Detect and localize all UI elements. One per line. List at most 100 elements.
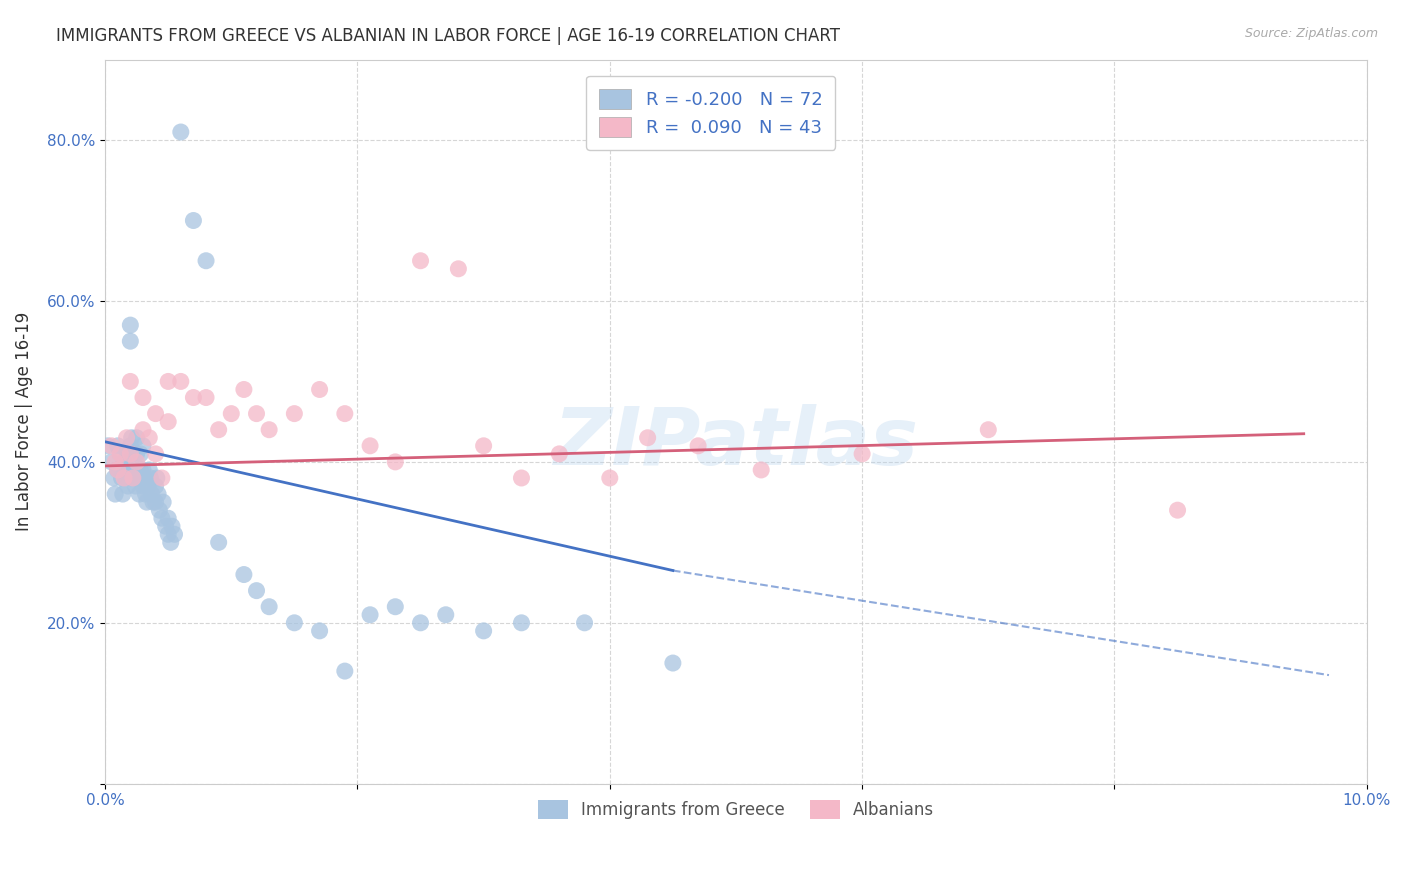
Point (132, 423, 155, 437)
Point (132, 479, 155, 493)
Point (232, 383, 254, 397)
Text: ZIPatlas: ZIPatlas (554, 404, 918, 483)
Point (129, 463, 152, 477)
Point (120, 318, 142, 332)
Point (122, 471, 145, 485)
Point (129, 447, 152, 461)
Point (114, 463, 136, 477)
Point (132, 463, 155, 477)
Point (134, 487, 156, 501)
Point (637, 431, 659, 445)
Point (112, 455, 135, 469)
Point (409, 615, 432, 630)
Point (117, 447, 139, 461)
Point (103, 471, 125, 485)
Point (157, 527, 180, 541)
Point (100, 439, 122, 453)
Point (384, 599, 406, 614)
Point (159, 535, 181, 549)
Point (120, 375, 142, 389)
Point (117, 479, 139, 493)
Point (170, 125, 193, 139)
Point (333, 407, 356, 421)
Point (308, 383, 330, 397)
Point (145, 447, 167, 461)
Point (599, 471, 621, 485)
Point (104, 455, 127, 469)
Point (146, 487, 169, 501)
Point (170, 375, 193, 389)
Point (145, 479, 167, 493)
Point (132, 391, 155, 405)
Point (359, 607, 381, 622)
Point (145, 495, 167, 509)
Point (183, 391, 205, 405)
Point (510, 615, 533, 630)
Point (155, 519, 177, 533)
Point (139, 471, 162, 485)
Point (283, 407, 305, 421)
Text: Source: ZipAtlas.com: Source: ZipAtlas.com (1244, 27, 1378, 40)
Point (104, 487, 127, 501)
Point (232, 567, 254, 582)
Point (120, 447, 142, 461)
Point (183, 213, 205, 227)
Point (110, 447, 132, 461)
Point (136, 479, 159, 493)
Point (977, 423, 1000, 437)
Point (157, 415, 180, 429)
Point (120, 439, 142, 453)
Point (447, 261, 470, 276)
Point (125, 431, 148, 445)
Point (150, 511, 173, 525)
Point (100, 455, 122, 469)
Point (110, 447, 132, 461)
Point (112, 471, 135, 485)
Point (359, 439, 381, 453)
Point (135, 495, 157, 509)
Point (384, 455, 406, 469)
Point (138, 463, 160, 477)
Text: IMMIGRANTS FROM GREECE VS ALBANIAN IN LABOR FORCE | AGE 16-19 CORRELATION CHART: IMMIGRANTS FROM GREECE VS ALBANIAN IN LA… (56, 27, 841, 45)
Point (662, 656, 685, 670)
Point (510, 471, 533, 485)
Point (132, 439, 155, 453)
Point (160, 519, 183, 533)
Point (152, 495, 174, 509)
Point (122, 471, 145, 485)
Point (157, 375, 180, 389)
Point (472, 624, 495, 638)
Point (125, 455, 148, 469)
Point (245, 407, 267, 421)
Point (111, 487, 134, 501)
Point (257, 423, 280, 437)
Point (121, 431, 143, 445)
Point (122, 447, 145, 461)
Point (574, 615, 596, 630)
Point (333, 664, 356, 678)
Point (125, 447, 148, 461)
Legend: Immigrants from Greece, Albanians: Immigrants from Greece, Albanians (531, 794, 941, 826)
Point (472, 439, 495, 453)
Point (195, 253, 218, 268)
Point (308, 624, 330, 638)
Point (257, 599, 280, 614)
Point (749, 463, 772, 477)
Point (851, 447, 873, 461)
Point (548, 447, 571, 461)
Point (208, 423, 231, 437)
Point (148, 503, 170, 517)
Point (122, 463, 145, 477)
Point (688, 439, 710, 453)
Point (409, 253, 432, 268)
Point (107, 463, 129, 477)
Point (163, 527, 186, 541)
Point (138, 431, 160, 445)
Point (97, 439, 120, 453)
Point (120, 334, 142, 349)
Point (128, 487, 150, 501)
Point (107, 463, 129, 477)
Point (208, 535, 231, 549)
Point (150, 471, 173, 485)
Point (145, 407, 167, 421)
